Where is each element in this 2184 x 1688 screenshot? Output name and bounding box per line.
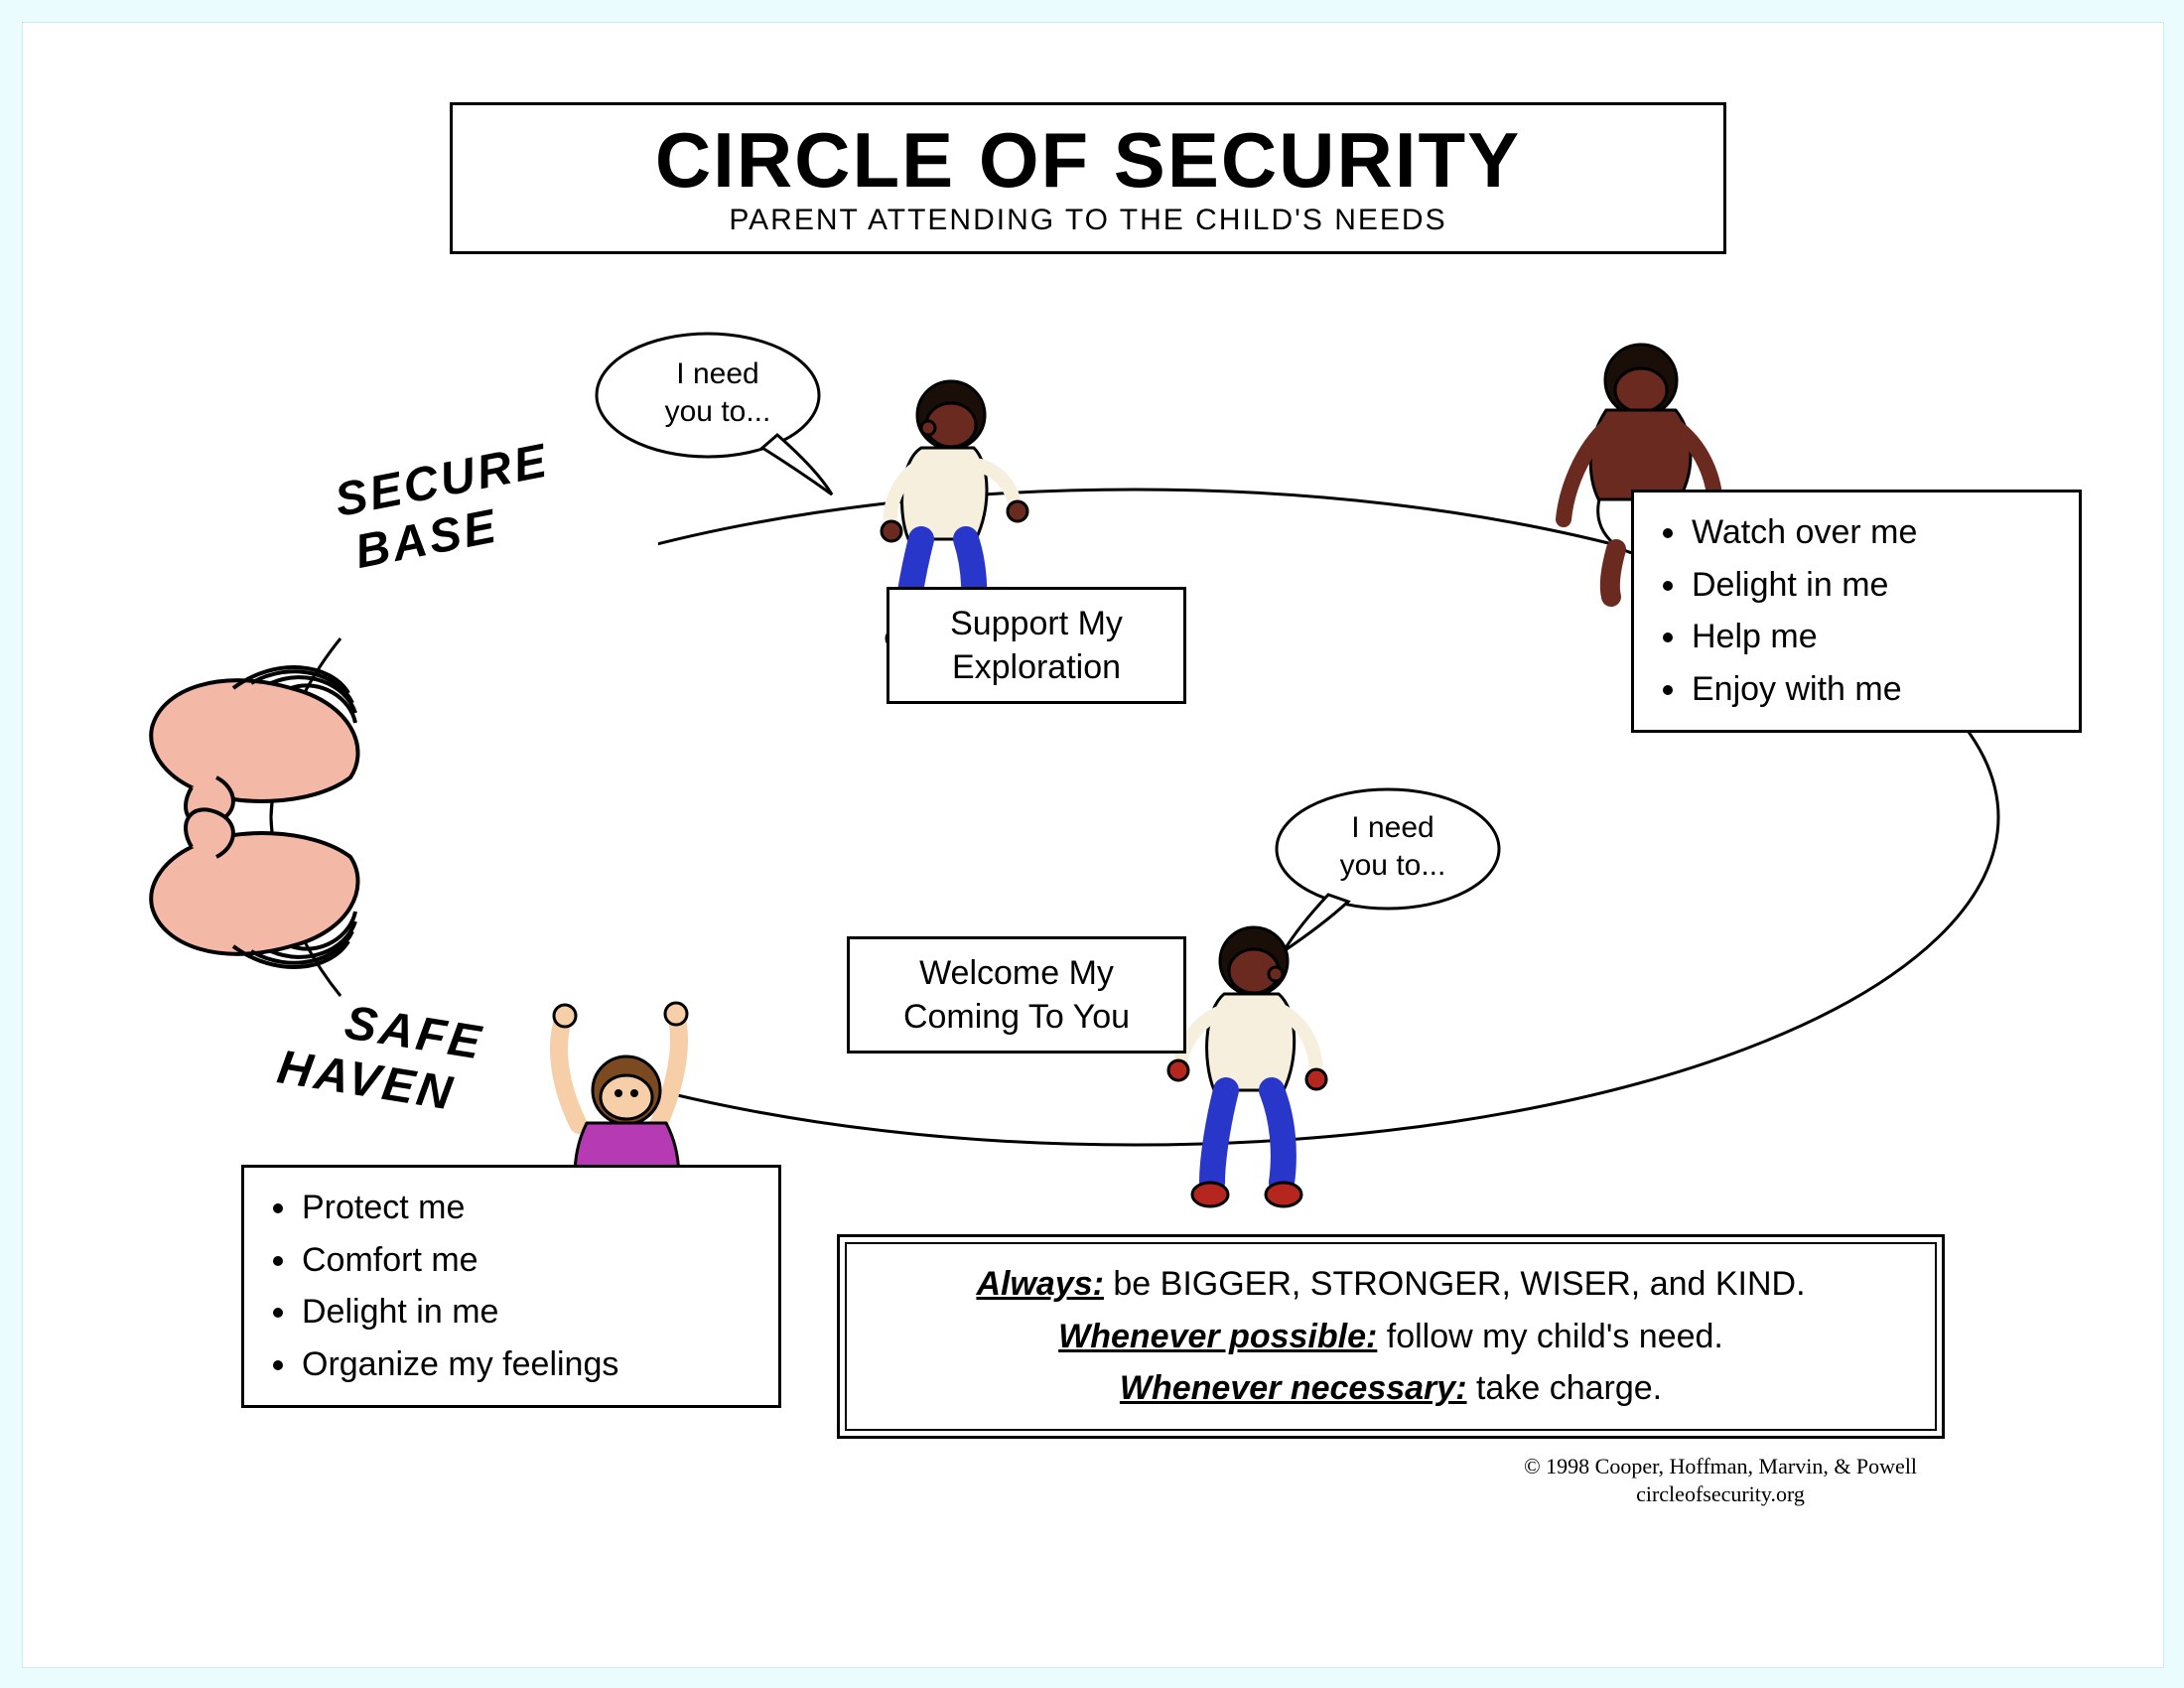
welcome-coming-box: Welcome My Coming To You	[847, 936, 1186, 1054]
needs-top-item: Watch over me	[1690, 506, 2061, 559]
needs-bottom-box: Protect me Comfort me Delight in me Orga…	[241, 1165, 781, 1408]
needs-top-box: Watch over me Delight in me Help me Enjo…	[1631, 490, 2082, 733]
speech-text-top: I need you to...	[618, 355, 817, 430]
needs-bottom-item: Comfort me	[300, 1234, 760, 1287]
principle-line: Always: be BIGGER, STRONGER, WISER, and …	[875, 1258, 1907, 1311]
needs-bottom-item: Organize my feelings	[300, 1338, 760, 1391]
principle-line: Whenever necessary: take charge.	[875, 1362, 1907, 1415]
principles-box: Always: be BIGGER, STRONGER, WISER, and …	[837, 1234, 1945, 1439]
needs-bottom-item: Delight in me	[300, 1286, 760, 1338]
principle-line: Whenever possible: follow my child's nee…	[875, 1311, 1907, 1363]
needs-top-item: Enjoy with me	[1690, 663, 2061, 716]
copyright: © 1998 Cooper, Hoffman, Marvin, & Powell…	[1462, 1453, 1979, 1507]
speech-text-bottom: I need you to...	[1294, 809, 1492, 884]
needs-top-item: Help me	[1690, 611, 2061, 663]
needs-bottom-item: Protect me	[300, 1182, 760, 1234]
hands-icon	[122, 638, 380, 996]
needs-top-item: Delight in me	[1690, 559, 2061, 612]
support-exploration-box: Support My Exploration	[887, 587, 1186, 704]
page: CIRCLE OF SECURITY PARENT ATTENDING TO T…	[22, 22, 2164, 1668]
